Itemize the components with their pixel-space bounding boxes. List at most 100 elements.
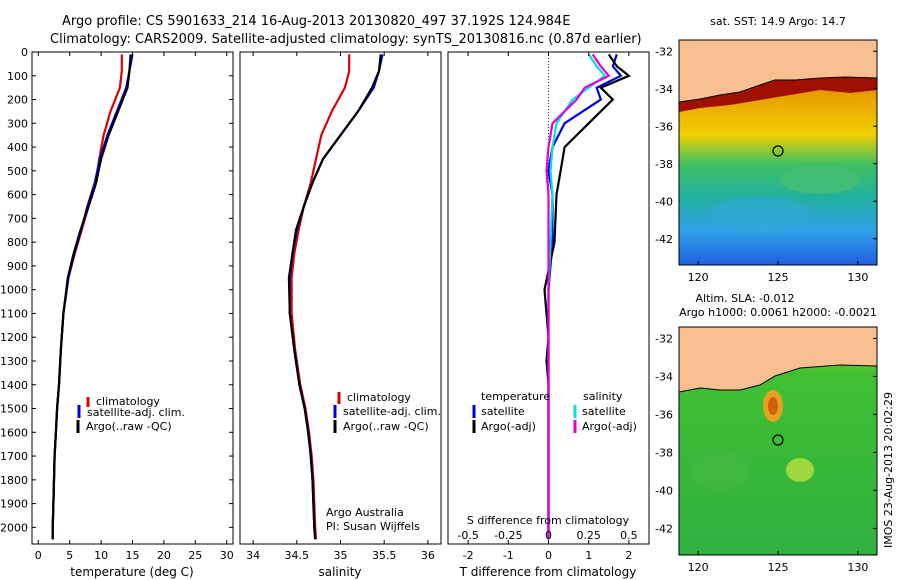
- depth-tick-label: 1500: [0, 403, 28, 416]
- map-lon-label: 125: [768, 271, 789, 284]
- x-tick-label: 35.5: [372, 549, 397, 562]
- depth-tick-label: 2000: [0, 521, 28, 534]
- x-tick-label: 25: [188, 549, 202, 562]
- x-tick-label: -1: [503, 549, 514, 562]
- legend-t-satellite: satellite: [481, 405, 525, 418]
- map-lat-label: -42: [655, 233, 673, 246]
- map-lat-label: -40: [655, 195, 673, 208]
- x-tick-label: -2: [463, 549, 474, 562]
- header-line2: Climatology: CARS2009. Satellite-adjuste…: [50, 32, 642, 47]
- sla-map: [679, 327, 877, 555]
- header-line1: Argo profile: CS 5901633_214 16-Aug-2013…: [62, 14, 570, 29]
- depth-tick-label: 1600: [0, 426, 28, 439]
- sla-map-title1: Altim. SLA: -0.012: [695, 292, 794, 305]
- legend-s-argo: Argo(-adj): [582, 420, 637, 433]
- depth-tick-label: 600: [7, 189, 28, 202]
- x-tick-label: 20: [157, 549, 171, 562]
- temperature-plot-frame: [31, 51, 234, 545]
- map-lat-label: -32: [655, 332, 673, 345]
- map-lat-label: -38: [655, 158, 673, 171]
- salinity-series: [287, 54, 384, 540]
- temperature-legend: climatology satellite-adj. clim. Argo(..…: [76, 395, 185, 433]
- salinity-legend: climatology satellite-adj. clim. Argo(..…: [333, 391, 441, 433]
- map-lon-label: 130: [847, 561, 868, 574]
- timestamp: IMOS 23-Aug-2013 20:02:29: [882, 392, 895, 548]
- map-lat-label: -34: [655, 83, 673, 96]
- sst-map-title: sat. SST: 14.9 Argo: 14.7: [710, 15, 846, 28]
- depth-tick-label: 1900: [0, 498, 28, 511]
- s-diff-ticks: -0.5 -0.25 0 0.25 0.5: [457, 529, 637, 542]
- sla-map-title2: Argo h1000: 0.0061 h2000: -0.0021: [679, 306, 877, 319]
- depth-tick-label: 1100: [0, 307, 28, 320]
- legend-satellite-adj: satellite-adj. clim.: [87, 406, 185, 419]
- sst-map: [679, 40, 877, 265]
- depth-tick-label: 700: [7, 212, 28, 225]
- map-lon-label: 125: [768, 561, 789, 574]
- x-tick-label: 34.5: [285, 549, 310, 562]
- x-tick-label: 1: [585, 549, 592, 562]
- depth-tick-label: 200: [7, 94, 28, 107]
- sst-map-ticks: 120 125 130 -32 -34 -36 -38 -40 -42: [655, 45, 877, 284]
- map-lat-label: -36: [655, 120, 673, 133]
- x-tick-label: 15: [126, 549, 140, 562]
- depth-tick-label: 1800: [0, 474, 28, 487]
- depth-tick-label: 400: [7, 141, 28, 154]
- depth-tick-label: 1000: [0, 284, 28, 297]
- temperature-xlabel: temperature (deg C): [70, 565, 193, 579]
- x-tick-label: 35: [334, 549, 348, 562]
- legend-s-title: salinity: [583, 390, 623, 403]
- depth-tick-label: 1700: [0, 450, 28, 463]
- difference-legend: temperature salinity satellite Argo(-adj…: [472, 390, 637, 433]
- t-diff-xlabel: T difference from climatology: [459, 565, 637, 579]
- s-diff-tick-label: 0.25: [576, 529, 601, 542]
- salinity-plot-frame: [239, 51, 442, 545]
- map-lon-label: 130: [847, 271, 868, 284]
- credit-institution: Argo Australia: [326, 506, 404, 519]
- series-line: [51, 54, 132, 540]
- s-diff-tick-label: -0.5: [457, 529, 478, 542]
- map-lat-label: -36: [655, 408, 673, 421]
- depth-tick-label: 800: [7, 236, 28, 249]
- x-tick-label: 34: [246, 549, 260, 562]
- series-line: [287, 54, 382, 540]
- depth-tick-label: 900: [7, 260, 28, 273]
- legend-climatology: climatology: [96, 395, 160, 408]
- legend-satellite-adj: satellite-adj. clim.: [343, 405, 441, 418]
- x-tick-label: 2: [625, 549, 632, 562]
- temperature-series: [51, 54, 134, 540]
- s-diff-tick-label: 0.5: [620, 529, 638, 542]
- x-tick-label: 36: [421, 549, 435, 562]
- x-tick-label: 30: [220, 549, 234, 562]
- map-lon-label: 120: [688, 271, 709, 284]
- difference-x-ticks: -2 -1 0 1 2: [463, 52, 632, 562]
- s-diff-tick-label: 0: [545, 529, 552, 542]
- s-diff-label: S difference from climatology: [467, 514, 630, 527]
- x-tick-label: 10: [94, 549, 108, 562]
- legend-climatology: climatology: [347, 391, 411, 404]
- credit-pi: PI: Susan Wijffels: [326, 520, 420, 533]
- map-lon-label: 120: [688, 561, 709, 574]
- float-position-marker: [772, 145, 784, 157]
- depth-tick-label: 100: [7, 70, 28, 83]
- depth-tick-label: 1300: [0, 355, 28, 368]
- sla-map-ticks: 120 125 130 -32 -34 -36 -38 -40 -42: [655, 332, 877, 574]
- depth-tick-label: 1400: [0, 379, 28, 392]
- map-lat-label: -38: [655, 446, 673, 459]
- legend-t-title: temperature: [481, 390, 550, 403]
- x-tick-label: 0: [35, 549, 42, 562]
- map-lat-label: -32: [655, 45, 673, 58]
- legend-t-argo: Argo(-adj): [481, 420, 536, 433]
- land-australia: [679, 40, 877, 102]
- s-diff-tick-label: -0.25: [494, 529, 522, 542]
- float-position-marker: [772, 434, 784, 446]
- difference-series: [543, 53, 632, 540]
- series-line: [545, 53, 611, 540]
- map-lat-label: -40: [655, 484, 673, 497]
- temperature-x-ticks: 0 5 10 15 20 25 30: [35, 52, 234, 562]
- x-tick-label: 0: [545, 549, 552, 562]
- legend-argo: Argo(..raw -QC): [343, 420, 429, 433]
- x-tick-label: 5: [66, 549, 73, 562]
- map-lat-label: -42: [655, 522, 673, 535]
- depth-tick-label: 1200: [0, 331, 28, 344]
